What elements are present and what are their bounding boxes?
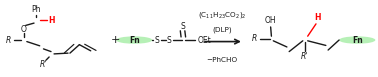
Text: −PhCHO: −PhCHO xyxy=(207,57,238,63)
Text: Fn: Fn xyxy=(352,36,363,45)
Text: S: S xyxy=(180,22,185,31)
Text: O: O xyxy=(21,25,27,34)
Text: R: R xyxy=(251,34,257,43)
Text: (C$_{11}$H$_{23}$CO$_2$)$_2$: (C$_{11}$H$_{23}$CO$_2$)$_2$ xyxy=(198,10,246,20)
Text: OH: OH xyxy=(265,16,276,25)
Text: S: S xyxy=(155,36,159,45)
Text: H: H xyxy=(314,13,321,22)
Text: H: H xyxy=(48,16,54,24)
Text: R: R xyxy=(6,36,11,45)
Text: R': R' xyxy=(301,52,308,61)
Circle shape xyxy=(116,36,152,44)
Text: +: + xyxy=(111,35,120,45)
Circle shape xyxy=(339,36,375,44)
Text: (DLP): (DLP) xyxy=(212,26,232,32)
Text: S: S xyxy=(167,36,172,45)
Text: OEt: OEt xyxy=(198,36,212,45)
Text: Fn: Fn xyxy=(129,36,139,45)
Text: Ph: Ph xyxy=(31,5,41,14)
Text: R': R' xyxy=(40,60,47,69)
